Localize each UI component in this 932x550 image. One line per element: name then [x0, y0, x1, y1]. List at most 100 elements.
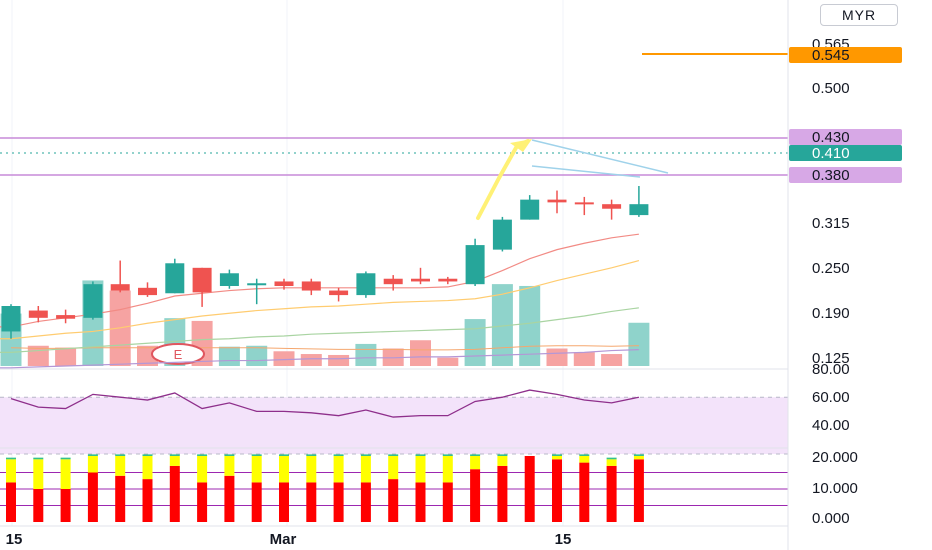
candle-13	[356, 271, 376, 298]
candle-body-2	[56, 315, 76, 319]
bar-green-8	[224, 454, 235, 456]
bar-red-18	[497, 465, 508, 522]
candle-body-13	[356, 273, 376, 296]
candle-19	[520, 195, 540, 220]
volume-bar-13	[355, 343, 377, 366]
candle-2	[56, 309, 76, 324]
bar-red-8	[224, 475, 235, 522]
bar-red-15	[415, 482, 426, 522]
bar-red-3	[87, 472, 98, 522]
candle-17	[465, 238, 485, 286]
candle-body-8	[219, 273, 239, 286]
bar-red-1	[33, 489, 44, 522]
volume-bar-9	[246, 345, 268, 366]
bar-yellow-11	[306, 456, 317, 483]
price-tag-bg-2	[789, 145, 902, 161]
candle-body-18	[492, 219, 512, 250]
price-tag-3: 0.380	[789, 167, 902, 184]
price-tag-0: 0.545	[789, 47, 902, 64]
price-tag-bg-3	[789, 167, 902, 183]
bar-green-21	[579, 454, 590, 456]
price-axis[interactable]: 0.5650.5000.3150.2500.1900.12580.0060.00…	[789, 36, 902, 527]
bar-red-16	[442, 482, 453, 522]
volume-bar-21	[573, 352, 595, 366]
bar-yellow-13	[360, 456, 371, 483]
price-tag-label-2: 0.410	[812, 145, 850, 162]
bar-yellow-18	[497, 456, 508, 466]
candle-body-17	[465, 245, 485, 285]
volume-ma-line	[10, 345, 639, 351]
rsi-tick-1: 60.00	[812, 389, 850, 406]
bar-green-6	[169, 454, 180, 456]
volume-bar-16	[437, 357, 459, 366]
bar-yellow-0	[6, 459, 16, 483]
earnings-marker-shape	[151, 343, 205, 365]
moving-average-3	[0, 307, 639, 353]
bar-yellow-7	[197, 456, 208, 483]
bar-red-11	[306, 482, 317, 522]
bar-yellow-10	[279, 456, 289, 483]
candle-21	[574, 196, 594, 216]
bar-red-19	[524, 456, 535, 522]
candle-body-22	[602, 204, 622, 209]
candle-12	[329, 287, 349, 302]
bar-green-20	[552, 454, 562, 456]
bar-yellow-4	[115, 456, 126, 476]
rsi-panel	[0, 389, 788, 455]
bar-red-22	[606, 465, 617, 522]
bar-green-18	[497, 454, 508, 456]
candle-15	[411, 267, 430, 285]
bar-green-3	[87, 454, 98, 456]
indicator-tick-2: 0.000	[812, 510, 850, 527]
bar-red-23	[633, 459, 644, 522]
bar-red-17	[470, 469, 481, 522]
earnings-marker-label: E	[174, 347, 183, 362]
candle-body-6	[165, 263, 185, 294]
bar-green-9	[251, 454, 262, 456]
bar-green-2	[60, 457, 71, 460]
candle-3	[83, 281, 103, 320]
bar-red-20	[552, 459, 562, 522]
bar-red-0	[6, 482, 16, 522]
bar-green-12	[333, 454, 344, 456]
candle-0	[1, 304, 21, 339]
price-tag-label-0: 0.545	[812, 47, 850, 64]
volume-bar-11	[300, 354, 322, 366]
candle-23	[629, 186, 649, 217]
candle-body-21	[574, 202, 594, 205]
candle-10	[274, 278, 294, 290]
earnings-marker: E	[151, 343, 205, 365]
separators	[0, 0, 789, 550]
volume-bar-18	[491, 284, 513, 366]
time-axis[interactable]: 15 Mar 15	[6, 531, 572, 548]
bar-red-7	[197, 482, 208, 522]
candle-16	[438, 276, 458, 285]
candle-body-4	[110, 284, 130, 291]
candle-body-7	[192, 267, 212, 293]
price-tag-2: 0.410	[789, 145, 902, 162]
bar-yellow-6	[169, 456, 180, 466]
candle-18	[492, 216, 512, 252]
price-tick-2: 0.315	[812, 215, 850, 232]
bar-green-17	[470, 454, 481, 456]
bar-red-12	[333, 482, 344, 522]
time-tick-2: 15	[555, 531, 572, 548]
volume-bar-2	[55, 347, 77, 366]
candle-body-15	[411, 278, 430, 282]
indicator-tick-0: 20.000	[812, 449, 858, 466]
candle-22	[602, 199, 622, 220]
moving-average-4	[0, 349, 639, 369]
bar-yellow-17	[470, 456, 481, 470]
volume-bar-17	[464, 319, 486, 366]
candle-body-9	[247, 283, 267, 286]
bar-green-4	[115, 454, 126, 456]
bar-red-10	[279, 482, 289, 522]
price-tick-1: 0.500	[812, 80, 850, 97]
volume-bar-22	[601, 354, 623, 366]
price-tag-1: 0.430	[789, 129, 902, 146]
drawings[interactable]	[476, 139, 669, 220]
bar-yellow-2	[60, 459, 71, 489]
currency-badge[interactable]: MYR	[820, 4, 898, 26]
bar-green-0	[6, 457, 16, 460]
